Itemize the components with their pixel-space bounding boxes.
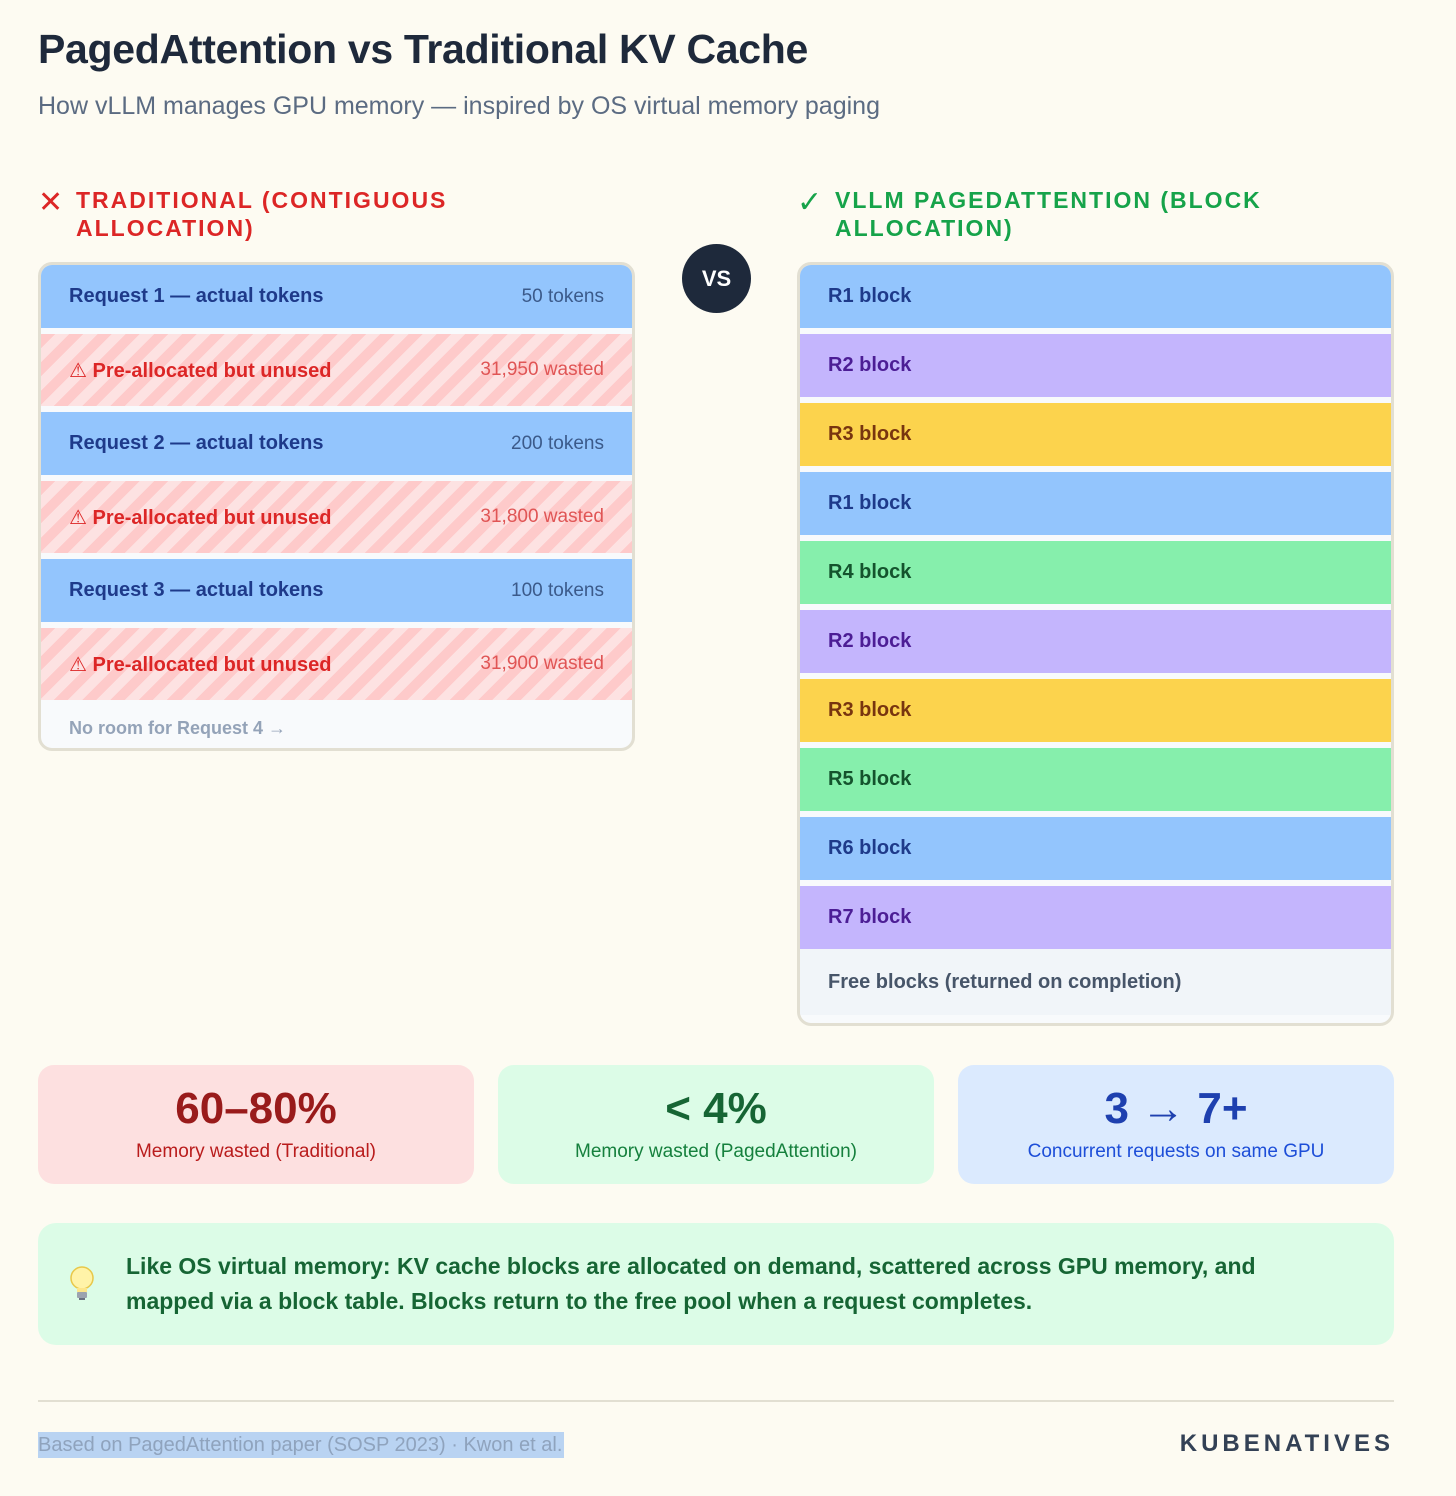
stat-value: < 4% [665,1084,767,1133]
stat-card-paged: < 4% Memory wasted (PagedAttention) [498,1065,934,1184]
stat-caption: Memory wasted (PagedAttention) [575,1141,857,1162]
waste-count: 31,800 wasted [480,506,604,527]
request-row: Request 1 — actual tokens 50 tokens [41,265,632,328]
check-icon: ✓ [797,186,823,219]
memory-block: R2 block [800,610,1391,673]
waste-label: ⚠ Pre-allocated but unused [69,359,332,382]
request-row: Request 3 — actual tokens 100 tokens [41,559,632,622]
waste-count: 31,900 wasted [480,653,604,674]
page-title: PagedAttention vs Traditional KV Cache [38,26,809,72]
token-count: 50 tokens [521,285,604,307]
waste-label: ⚠ Pre-allocated but unused [69,653,332,676]
token-count: 100 tokens [511,579,604,601]
memory-block: R5 block [800,748,1391,811]
token-count: 200 tokens [511,432,604,454]
memory-block: R1 block [800,472,1391,535]
request-row: Request 2 — actual tokens 200 tokens [41,412,632,475]
waste-row: ⚠ Pre-allocated but unused 31,800 wasted [41,481,632,553]
cross-icon: ✕ [38,186,64,219]
stat-value: 3 → 7+ [1104,1084,1248,1133]
memory-block: R3 block [800,403,1391,466]
traditional-heading-label: TRADITIONAL (CONTIGUOUS ALLOCATION) [76,187,448,241]
stat-value: 60–80% [175,1084,337,1133]
lightbulb-icon [38,1266,126,1302]
waste-label: ⚠ Pre-allocated but unused [69,506,332,529]
vs-badge: VS [682,244,751,313]
paged-heading: ✓ VLLM PAGEDATTENTION (BLOCK ALLOCATION) [797,186,1355,242]
traditional-heading: ✕ TRADITIONAL (CONTIGUOUS ALLOCATION) [38,186,596,242]
request-label: Request 3 — actual tokens [69,579,324,601]
insight-text: Like OS virtual memory: KV cache blocks … [126,1253,1256,1314]
memory-block: R1 block [800,265,1391,328]
footer-divider [38,1400,1394,1402]
traditional-memory-panel: Request 1 — actual tokens 50 tokens ⚠ Pr… [38,262,635,751]
memory-block: R7 block [800,886,1391,949]
paged-heading-label: VLLM PAGEDATTENTION (BLOCK ALLOCATION) [835,187,1262,241]
stat-card-traditional: 60–80% Memory wasted (Traditional) [38,1065,474,1184]
insight-callout: Like OS virtual memory: KV cache blocks … [38,1223,1394,1345]
page-subtitle: How vLLM manages GPU memory — inspired b… [38,92,880,120]
memory-block: R2 block [800,334,1391,397]
stat-caption: Concurrent requests on same GPU [1027,1141,1325,1162]
memory-block: R6 block [800,817,1391,880]
waste-row: ⚠ Pre-allocated but unused 31,950 wasted [41,334,632,406]
memory-block: R4 block [800,541,1391,604]
waste-row: ⚠ Pre-allocated but unused 31,900 wasted [41,628,632,700]
no-room-note: No room for Request 4 → [69,717,287,738]
brand-logo: KUBENATIVES [1179,1430,1394,1457]
waste-count: 31,950 wasted [480,359,604,380]
stat-card-concurrency: 3 → 7+ Concurrent requests on same GPU [958,1065,1394,1184]
memory-block: R3 block [800,679,1391,742]
free-blocks-row: Free blocks (returned on completion) [800,949,1391,1015]
request-label: Request 2 — actual tokens [69,432,324,454]
stat-caption: Memory wasted (Traditional) [135,1141,377,1162]
paged-memory-panel: R1 block R2 block R3 block R1 block R4 b… [797,262,1394,1026]
request-label: Request 1 — actual tokens [69,285,324,307]
source-citation: Based on PagedAttention paper (SOSP 2023… [38,1432,565,1458]
